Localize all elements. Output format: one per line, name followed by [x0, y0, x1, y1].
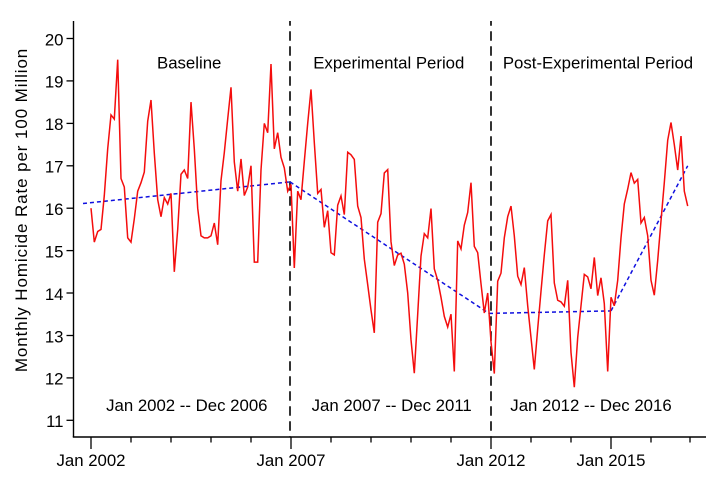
- svg-text:13: 13: [45, 327, 64, 346]
- svg-text:12: 12: [45, 370, 64, 389]
- svg-text:Jan 2002: Jan 2002: [56, 451, 125, 470]
- svg-text:11: 11: [46, 412, 63, 431]
- svg-text:Jan 2007 -- Dec 2011: Jan 2007 -- Dec 2011: [312, 396, 472, 415]
- svg-text:20: 20: [45, 30, 64, 49]
- svg-text:Jan 2015: Jan 2015: [576, 451, 645, 470]
- svg-text:Jan 2007: Jan 2007: [256, 451, 325, 470]
- svg-text:Jan 2002 -- Dec 2006: Jan 2002 -- Dec 2006: [106, 396, 267, 415]
- svg-text:Monthly Homicide Rate per 100: Monthly Homicide Rate per 100 Million: [12, 48, 31, 372]
- svg-text:18: 18: [45, 115, 64, 134]
- svg-text:Experimental Period: Experimental Period: [313, 54, 464, 73]
- svg-text:14: 14: [45, 285, 64, 304]
- svg-text:16: 16: [45, 200, 64, 219]
- svg-text:19: 19: [45, 73, 64, 92]
- svg-text:Post-Experimental Period: Post-Experimental Period: [503, 54, 693, 73]
- svg-text:15: 15: [45, 242, 64, 261]
- svg-text:Baseline: Baseline: [157, 54, 221, 73]
- svg-text:Jan 2012: Jan 2012: [456, 451, 525, 470]
- svg-text:17: 17: [45, 158, 64, 177]
- svg-text:Jan 2012 -- Dec 2016: Jan 2012 -- Dec 2016: [510, 396, 671, 415]
